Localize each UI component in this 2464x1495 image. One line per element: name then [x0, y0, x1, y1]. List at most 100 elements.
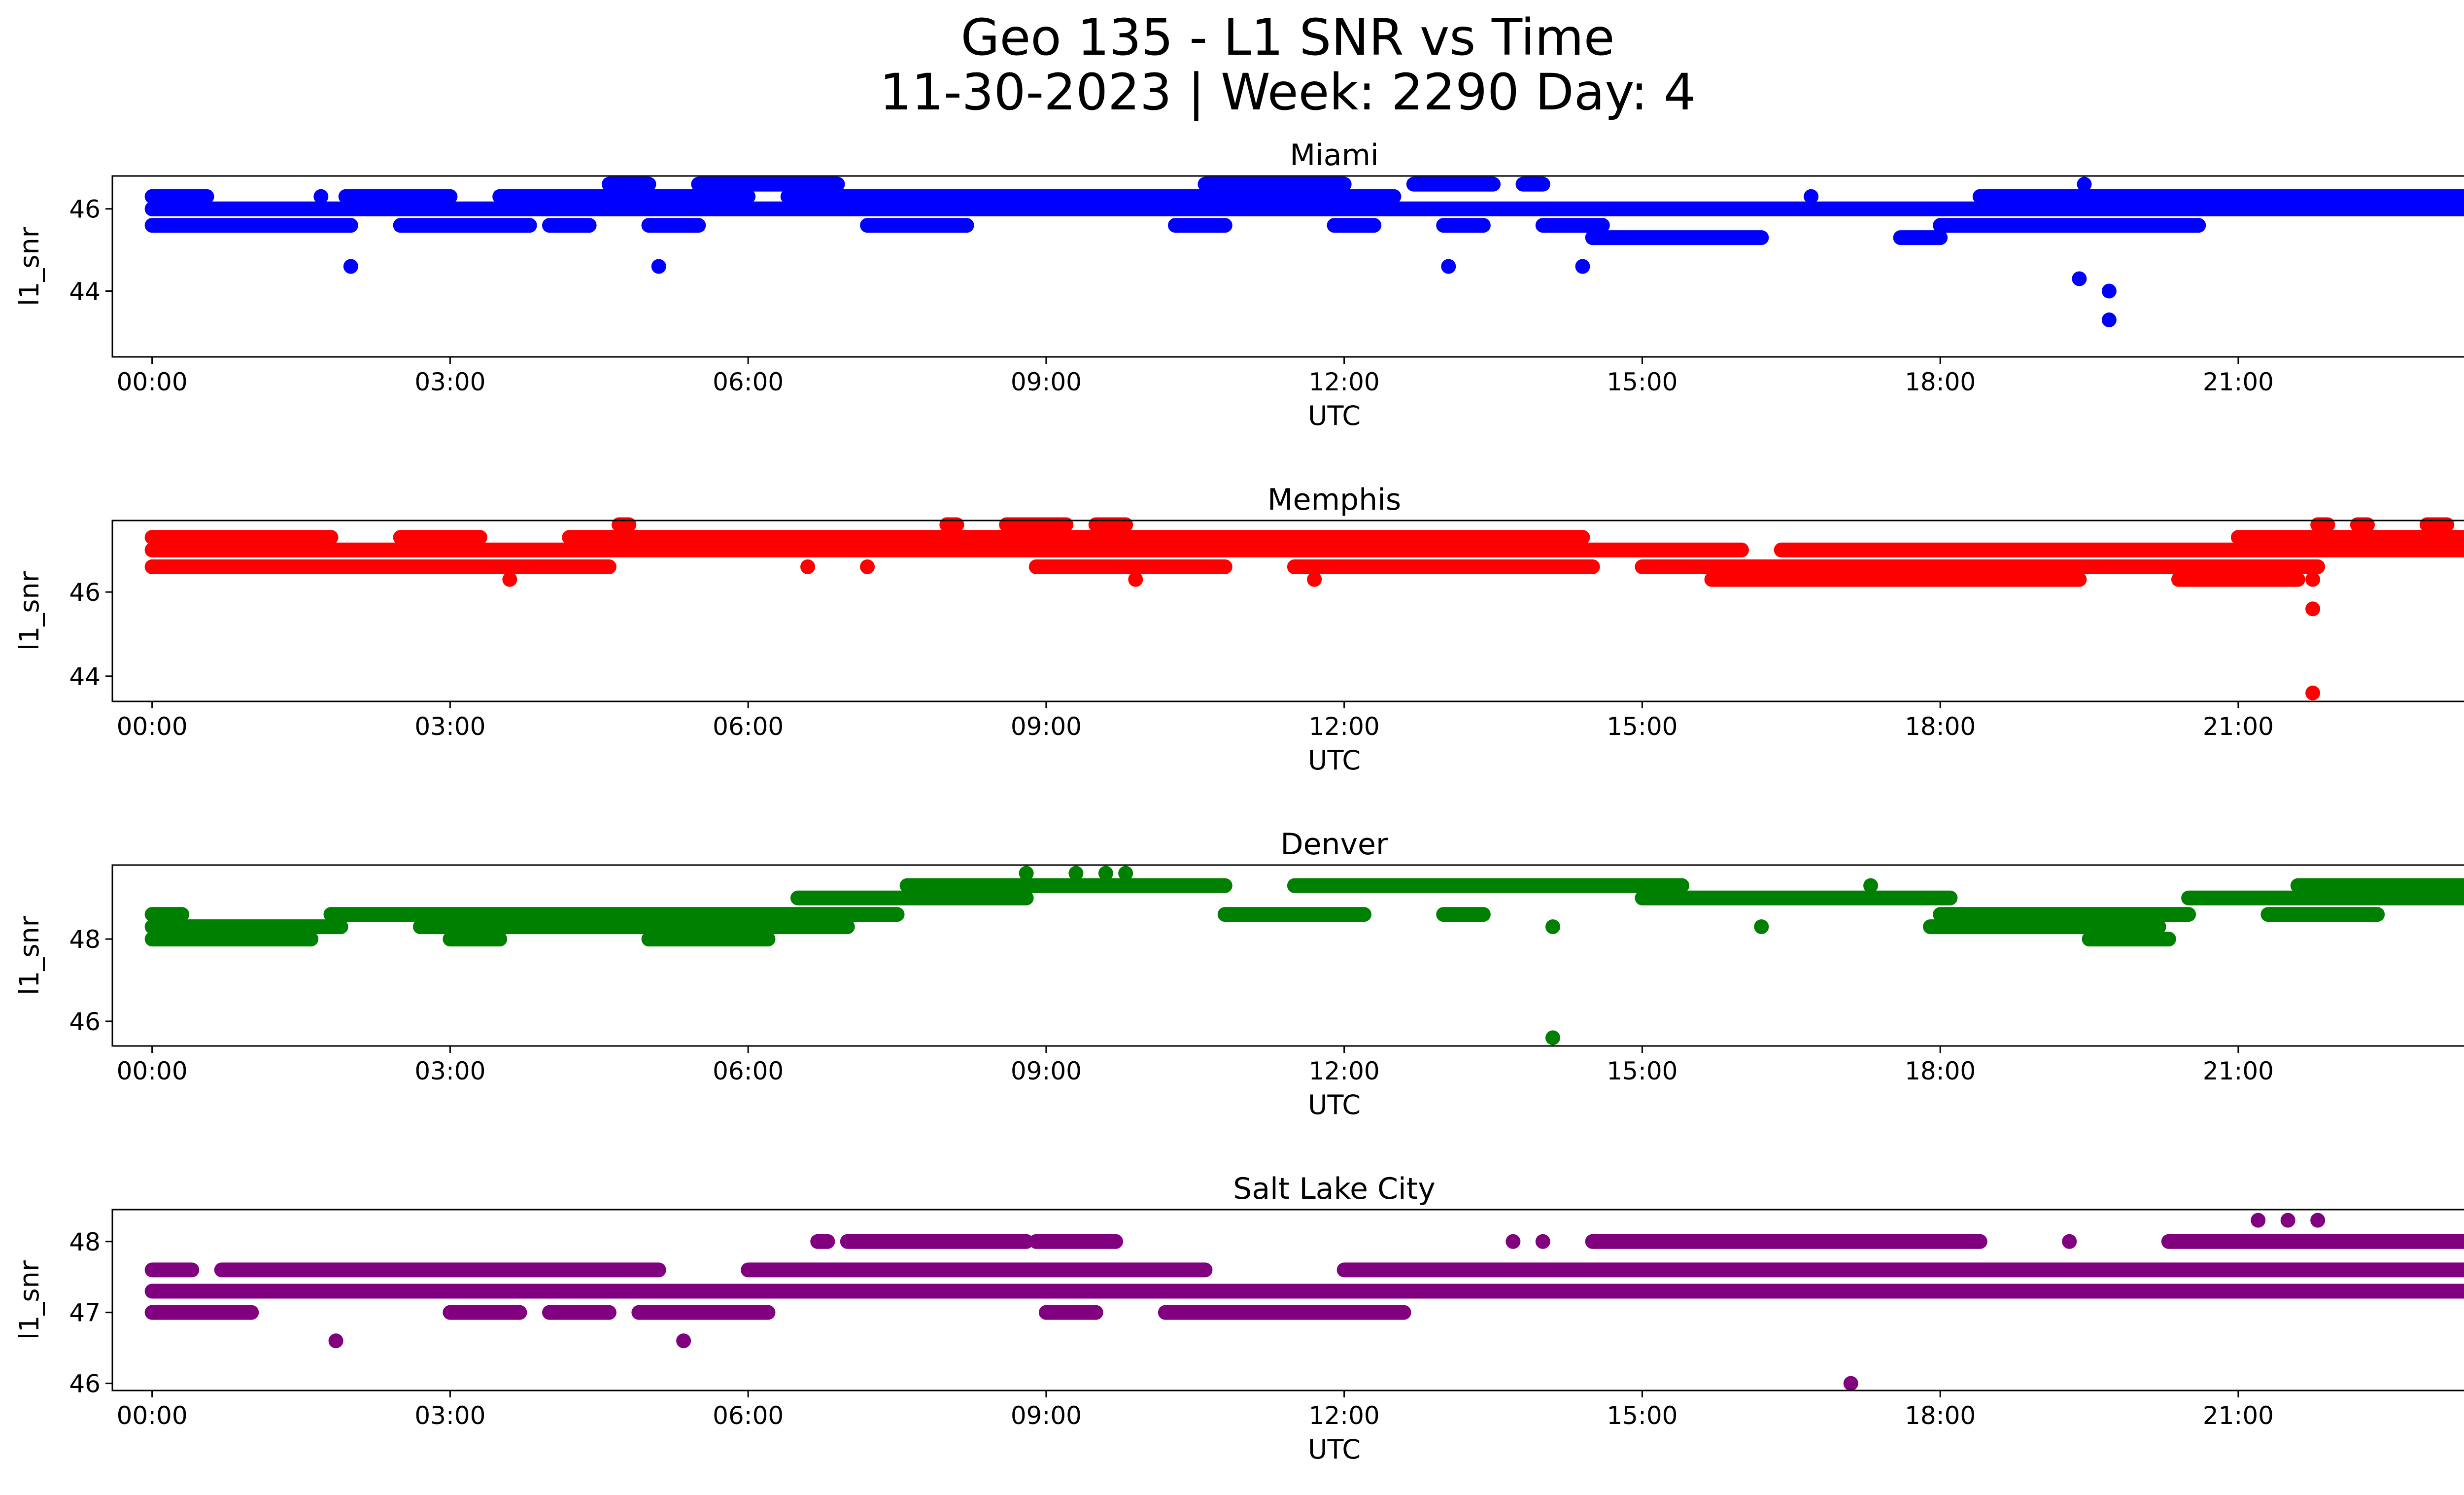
- x-tick-label: 21:00: [2203, 1401, 2274, 1430]
- x-tick-label: 15:00: [1607, 1057, 1677, 1085]
- series-points: [144, 866, 2464, 1045]
- x-tick-label: 09:00: [1011, 1401, 1082, 1430]
- x-tick-label: 03:00: [414, 368, 485, 396]
- subplot-memphis: Memphis 00:00 03:00 06:00 09:00 12:00 15:00 18:…: [14, 483, 2464, 776]
- x-tick-label: 03:00: [414, 1401, 485, 1430]
- data-point: [2101, 283, 2117, 299]
- data-point: [1545, 1030, 1560, 1045]
- x-tick-label: 03:00: [414, 712, 485, 741]
- data-point: [1307, 572, 1322, 587]
- x-tick-label: 15:00: [1607, 712, 1677, 741]
- x-tick-label: 00:00: [117, 1057, 188, 1085]
- figure-title-line1: Geo 135 - L1 SNR vs Time: [961, 8, 1615, 67]
- y-axis-label: l1_snr: [14, 1260, 45, 1340]
- x-tick-label: 18:00: [1905, 1401, 1976, 1430]
- x-tick-label: 06:00: [713, 712, 784, 741]
- x-tick-label: 06:00: [713, 368, 784, 396]
- data-point: [2305, 572, 2321, 587]
- plot-frame: [111, 864, 2464, 1047]
- y-tick-label: 46: [69, 1370, 101, 1398]
- data-point: [860, 559, 875, 574]
- data-point: [1128, 572, 1143, 587]
- data-point: [502, 572, 517, 587]
- x-axis-label: UTC: [1308, 400, 1361, 431]
- data-point: [2251, 1213, 2266, 1228]
- subplot-salt-lake-city: Salt Lake City 00:00 03:00 06:00 09:00 12:00 1…: [14, 1172, 2464, 1465]
- y-axis-label: l1_snr: [14, 915, 45, 995]
- plot-frame: [111, 520, 2464, 702]
- figure-title-line2: 11-30-2023 | Week: 2290 Day: 4: [880, 63, 1696, 122]
- data-point: [2305, 685, 2321, 700]
- x-tick-label: 18:00: [1905, 368, 1976, 396]
- x-tick-label: 12:00: [1309, 1401, 1380, 1430]
- x-tick-label: 18:00: [1905, 712, 1976, 741]
- x-tick-label: 09:00: [1011, 1057, 1082, 1085]
- panel-title: Memphis: [1267, 483, 1401, 517]
- x-tick-label: 06:00: [713, 1401, 784, 1430]
- x-tick-label: 00:00: [117, 1401, 188, 1430]
- data-point: [800, 559, 816, 574]
- data-point: [328, 1333, 343, 1349]
- series-points: [144, 1213, 2464, 1391]
- panel-title: Denver: [1280, 827, 1388, 862]
- data-point: [2101, 312, 2117, 327]
- data-point: [1863, 878, 1879, 893]
- x-axis-label: UTC: [1308, 1089, 1361, 1120]
- data-point: [1441, 259, 1456, 274]
- data-point: [2280, 1213, 2295, 1228]
- data-point: [1545, 919, 1560, 935]
- data-point: [2310, 1213, 2326, 1228]
- y-tick-label: 46: [69, 1008, 101, 1036]
- data-point: [2305, 601, 2321, 617]
- x-tick-label: 06:00: [713, 1057, 784, 1085]
- y-axis-label: l1_snr: [14, 226, 45, 306]
- data-point: [1068, 866, 1084, 881]
- x-axis-label: UTC: [1308, 745, 1361, 776]
- y-tick-label: 48: [69, 1228, 101, 1256]
- y-tick-label: 44: [69, 278, 101, 306]
- data-point: [343, 259, 358, 274]
- panel-title: Salt Lake City: [1233, 1172, 1436, 1206]
- x-tick-label: 12:00: [1309, 712, 1380, 741]
- series-points: [144, 517, 2464, 700]
- data-point: [1535, 1234, 1550, 1249]
- data-point: [676, 1333, 691, 1349]
- data-point: [651, 259, 666, 274]
- data-point: [1754, 919, 1769, 935]
- data-point: [1098, 866, 1113, 881]
- x-tick-label: 09:00: [1011, 712, 1082, 741]
- x-tick-label: 12:00: [1309, 1057, 1380, 1085]
- x-axis-label: UTC: [1308, 1434, 1361, 1465]
- y-tick-label: 47: [69, 1299, 101, 1327]
- x-tick-label: 03:00: [414, 1057, 485, 1085]
- data-point: [1843, 1376, 1858, 1391]
- plot-frame: [111, 175, 2464, 358]
- x-tick-label: 00:00: [117, 712, 188, 741]
- y-tick-label: 46: [69, 578, 101, 607]
- y-tick-label: 44: [69, 662, 101, 691]
- subplots: Miami 00:00 03:00 06:00 09:00 12:00 15:00 18:00…: [14, 138, 2464, 1465]
- data-point: [313, 189, 329, 204]
- x-tick-label: 21:00: [2203, 368, 2274, 396]
- x-tick-label: 09:00: [1011, 368, 1082, 396]
- data-point: [2077, 176, 2092, 192]
- x-tick-label: 21:00: [2203, 712, 2274, 741]
- x-tick-label: 00:00: [117, 368, 188, 396]
- subplot-miami: Miami 00:00 03:00 06:00 09:00 12:00 15:00 18:00…: [14, 138, 2464, 431]
- plot-frame: [111, 1209, 2464, 1391]
- y-tick-label: 46: [69, 195, 101, 224]
- x-tick-label: 18:00: [1905, 1057, 1976, 1085]
- series-points: [144, 176, 2464, 327]
- data-point: [1506, 1234, 1521, 1249]
- data-point: [1575, 259, 1590, 274]
- subplot-denver: Denver 00:00 03:00 06:00 09:00 12:00 15:00 18:0…: [14, 827, 2464, 1120]
- y-tick-label: 48: [69, 925, 101, 954]
- data-point: [2072, 271, 2087, 286]
- panel-title: Miami: [1290, 138, 1378, 173]
- data-point: [1019, 866, 1034, 881]
- y-axis-label: l1_snr: [14, 571, 45, 651]
- x-tick-label: 12:00: [1309, 368, 1380, 396]
- data-point: [1804, 189, 1819, 204]
- data-point: [1118, 866, 1133, 881]
